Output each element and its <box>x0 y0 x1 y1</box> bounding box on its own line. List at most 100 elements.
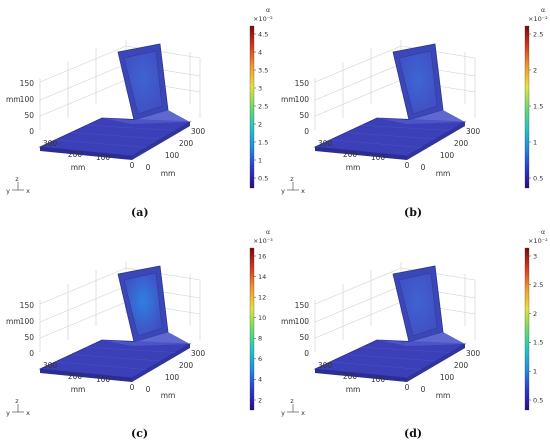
plot-3d: 150 100 50 0 mm 300 200 100 0 mm 300 200 100 0 mm zy x <box>6 40 205 195</box>
x-tick-label: 200 <box>343 150 358 159</box>
y-axis-label: mm <box>436 169 451 178</box>
colorbar-exponent: ×10⁻² <box>528 237 548 245</box>
z-tick-label: 100 <box>20 317 35 326</box>
panel-b-svg: 150 100 50 0 mm 300 200 100 0 mm 300 200 100 0 mm zy x α… <box>281 6 548 195</box>
grid-line <box>314 267 476 305</box>
z-tick-label: 100 <box>295 95 310 104</box>
grid-line <box>330 361 422 370</box>
y-axis-label: mm <box>161 391 176 400</box>
colorbar-tick-label: 4 <box>258 376 262 384</box>
x-tick-label: 100 <box>371 153 386 162</box>
colorbar-tick-label: 1.5 <box>533 339 543 347</box>
colorbar: α×10⁻² 3 2.5 2 1.5 1 0.5 <box>524 228 548 411</box>
colorbar: α×10⁻² 2.5 2 1.5 1 0.5 <box>524 6 548 189</box>
x-axis-label: mm <box>346 163 361 172</box>
panel-caption: (a) <box>131 206 149 219</box>
y-tick-label: 100 <box>165 373 180 382</box>
x-tick-label: 0 <box>130 161 135 170</box>
panel-a: 150 100 50 0 mm 300 200 100 0 mm 300 200 100 0 mm z y x α… <box>0 0 275 222</box>
triad-y-label: y <box>281 409 285 417</box>
grid-line <box>361 125 451 131</box>
grid-line <box>70 354 162 362</box>
z-tick-label: 100 <box>295 317 310 326</box>
z-tick-label: 150 <box>20 79 35 88</box>
z-tick-label: 50 <box>24 333 34 342</box>
triad-y-label: y <box>281 187 285 195</box>
colorbar-tick-label: 10 <box>258 314 266 322</box>
colorbar-unit: α <box>541 6 545 14</box>
panel-d: 150 100 50 0 mm 300 200 100 0 mm 300 200 100 0 mm z y x α… <box>275 222 550 444</box>
grid-line <box>361 347 451 353</box>
colorbar-tick-label: 2 <box>533 310 537 318</box>
grid-line <box>314 63 476 101</box>
z-tick-label: 0 <box>29 349 34 358</box>
plate-grid <box>330 125 451 148</box>
panel-b: 150 100 50 0 mm 300 200 100 0 mm 300 200 100 0 mm z y x α… <box>275 0 550 222</box>
y-tick-label: 300 <box>466 349 481 358</box>
grid-line <box>39 285 201 323</box>
axis-triad <box>287 404 299 413</box>
colorbar-exponent: ×10⁻² <box>253 15 273 23</box>
panel-a-svg: 150 100 50 0 mm 300 200 100 0 mm 300 200 100 0 mm zy x α… <box>6 6 273 195</box>
y-tick-label: 200 <box>454 361 469 370</box>
grid-line <box>314 45 476 83</box>
base-plate-side <box>132 344 190 382</box>
z-tick-label: 0 <box>304 127 309 136</box>
panel-c: 150 100 50 0 mm 300 200 100 0 mm 300 200 100 0 mm z y x α… <box>0 222 275 444</box>
z-axis-label: mm <box>281 95 296 104</box>
colorbar-unit: α <box>541 228 545 236</box>
y-tick-label: 300 <box>191 127 206 136</box>
colorbar-tick-label: 1 <box>533 368 537 376</box>
y-axis-label: mm <box>161 169 176 178</box>
plate-grid <box>55 125 176 148</box>
y-tick-label: 0 <box>146 163 151 172</box>
grid-line <box>39 301 201 339</box>
y-tick-label: 0 <box>421 163 426 172</box>
grid-line <box>39 63 201 101</box>
triad-z-label: z <box>15 175 19 183</box>
y-tick-label: 0 <box>421 385 426 394</box>
plate-grid <box>55 347 176 370</box>
base-plate-side <box>407 344 465 382</box>
grid-line <box>39 45 201 83</box>
z-axis-label: mm <box>6 95 21 104</box>
colorbar-tick-label: 1 <box>533 138 537 146</box>
grid-line <box>86 125 176 131</box>
z-tick-label: 150 <box>20 301 35 310</box>
colorbar-tick-label: 12 <box>258 293 266 301</box>
axis-triad <box>12 182 24 191</box>
colorbar-exponent: ×10⁻² <box>528 15 548 23</box>
base-plate-side <box>132 122 190 160</box>
y-tick-label: 200 <box>179 139 194 148</box>
y-tick-label: 100 <box>440 373 455 382</box>
colorbar-tick-label: 2 <box>258 120 262 128</box>
x-tick-label: 100 <box>96 375 111 384</box>
triad-z-label: z <box>15 397 19 405</box>
colorbar: α×10⁻³ 16 14 12 10 8 6 4 2 <box>249 228 273 411</box>
grid-line <box>345 132 437 140</box>
z-tick-label: 50 <box>299 333 309 342</box>
colorbar-unit: α <box>266 6 270 14</box>
colorbar-tick-label: 6 <box>258 355 262 363</box>
triad-x-label: x <box>26 409 30 417</box>
wall-face <box>123 272 163 337</box>
colorbar-tick-label: 2.5 <box>533 281 543 289</box>
axis-triad <box>287 182 299 191</box>
y-tick-label: 300 <box>466 127 481 136</box>
colorbar-tick-label: 2 <box>258 396 262 404</box>
y-tick-label: 200 <box>179 361 194 370</box>
y-tick-label: 100 <box>165 151 180 160</box>
z-tick-label: 50 <box>24 111 34 120</box>
x-tick-label: 300 <box>318 361 333 370</box>
x-tick-label: 100 <box>96 153 111 162</box>
base-plate-edge <box>315 147 407 160</box>
panel-caption: (c) <box>131 427 149 440</box>
colorbar-exponent: ×10⁻³ <box>253 237 273 245</box>
fillet <box>377 332 465 346</box>
grid-line <box>39 79 201 117</box>
z-axis-label: mm <box>281 317 296 326</box>
colorbar-tick-label: 2 <box>533 66 537 74</box>
y-tick-label: 100 <box>440 151 455 160</box>
z-tick-label: 50 <box>299 111 309 120</box>
grid-line <box>330 139 422 148</box>
